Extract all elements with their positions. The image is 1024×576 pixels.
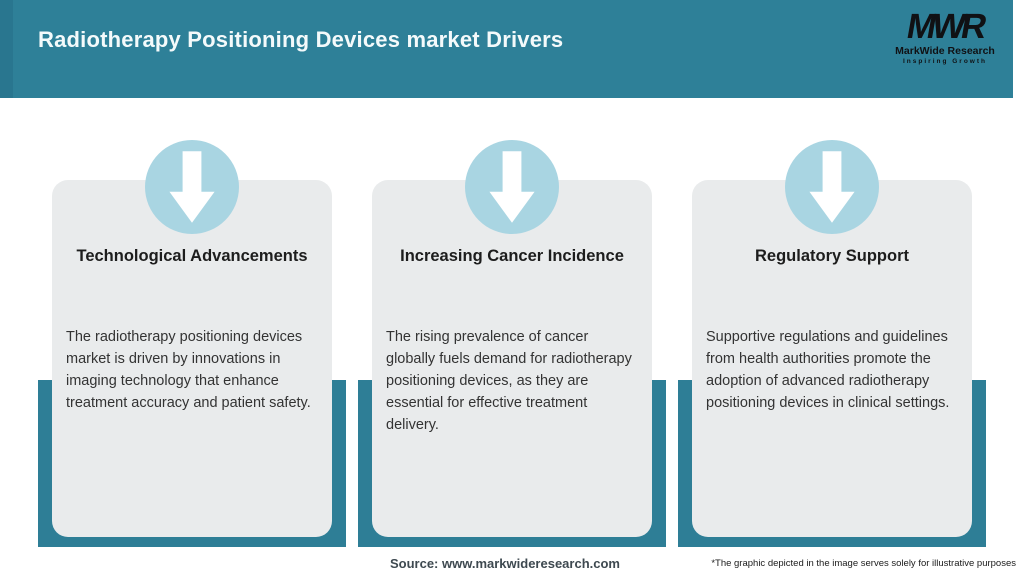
- card-panel: Regulatory Support Supportive regulation…: [692, 180, 972, 537]
- card-body: The radiotherapy positioning devices mar…: [66, 329, 311, 411]
- down-arrow-icon: [145, 140, 239, 234]
- disclaimer-text: *The graphic depicted in the image serve…: [711, 558, 1016, 569]
- logo-monogram: MWR: [903, 7, 987, 46]
- down-arrow-icon: [785, 140, 879, 234]
- page-title: Radiotherapy Positioning Devices market …: [38, 27, 564, 52]
- card-title: Regulatory Support: [754, 247, 909, 265]
- driver-card-regulatory-support: Regulatory Support Supportive regulation…: [678, 140, 986, 547]
- header-accent-strip: [0, 0, 13, 98]
- card-body: Supportive regulations and guidelines fr…: [706, 329, 950, 411]
- card-title: Increasing Cancer Incidence: [400, 247, 624, 265]
- logo-name: MarkWide Research: [895, 45, 995, 57]
- markwide-logo: MWR MarkWide Research Inspiring Growth: [895, 7, 995, 65]
- card-title: Technological Advancements: [76, 247, 308, 265]
- header-bar: Radiotherapy Positioning Devices market …: [0, 0, 1013, 98]
- logo-tagline: Inspiring Growth: [903, 57, 987, 65]
- card-panel: Increasing Cancer Incidence The rising p…: [372, 180, 652, 537]
- card-panel: Technological Advancements The radiother…: [52, 180, 332, 537]
- down-arrow-icon: [465, 140, 559, 234]
- driver-card-technological-advancements: Technological Advancements The radiother…: [38, 140, 346, 547]
- driver-card-increasing-cancer-incidence: Increasing Cancer Incidence The rising p…: [358, 140, 666, 547]
- card-body: The rising prevalence of cancer globally…: [386, 329, 632, 433]
- source-text: Source: www.markwideresearch.com: [389, 556, 620, 571]
